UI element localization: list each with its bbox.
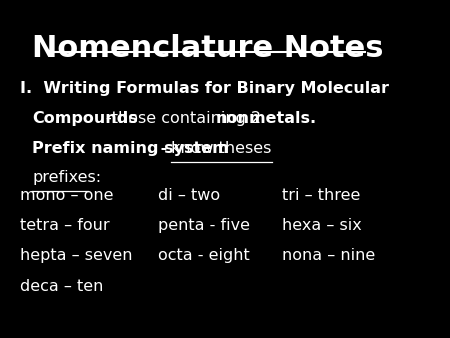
Text: know theses: know theses <box>171 141 271 155</box>
Text: deca – ten: deca – ten <box>20 279 104 294</box>
Text: nona – nine: nona – nine <box>282 248 375 263</box>
Text: hexa – six: hexa – six <box>282 218 362 233</box>
Text: octa - eight: octa - eight <box>158 248 250 263</box>
Text: Nomenclature Notes: Nomenclature Notes <box>32 34 383 63</box>
Text: -those containing 2: -those containing 2 <box>106 111 266 126</box>
Text: -: - <box>155 141 173 155</box>
Text: Prefix naming system: Prefix naming system <box>32 141 229 155</box>
Text: penta - five: penta - five <box>158 218 250 233</box>
Text: mono – one: mono – one <box>20 188 113 202</box>
Text: prefixes:: prefixes: <box>32 170 101 185</box>
Text: I.  Writing Formulas for Binary Molecular: I. Writing Formulas for Binary Molecular <box>20 81 389 96</box>
Text: di – two: di – two <box>158 188 220 202</box>
Text: nonmetals.: nonmetals. <box>215 111 316 126</box>
Text: tri – three: tri – three <box>282 188 360 202</box>
Text: tetra – four: tetra – four <box>20 218 109 233</box>
Text: Compounds: Compounds <box>32 111 138 126</box>
Text: hepta – seven: hepta – seven <box>20 248 132 263</box>
